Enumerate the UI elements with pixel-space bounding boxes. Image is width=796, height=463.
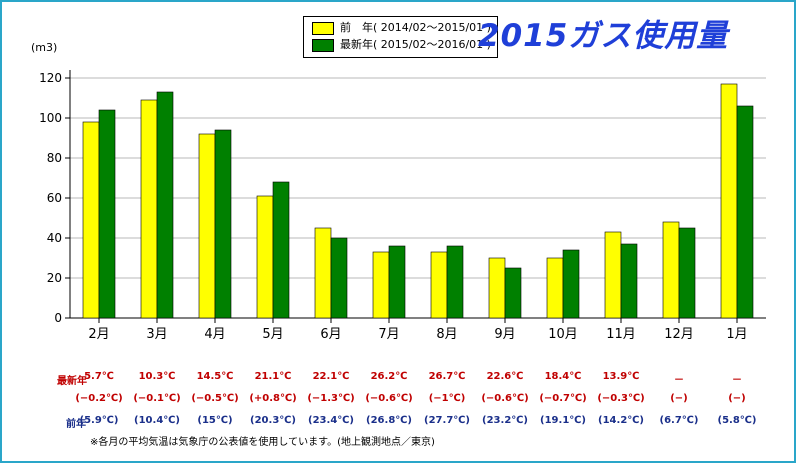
temp-difference: (−0.7℃) [539, 393, 587, 404]
y-axis-unit: (m3) [31, 41, 58, 54]
x-tick-label: 2月 [88, 327, 109, 342]
legend-swatch-previous [312, 21, 334, 35]
temp-difference: (−0.2℃) [75, 393, 123, 404]
bar-latest [504, 267, 522, 319]
previous-temp: (26.8℃) [366, 415, 412, 426]
bar-previous [256, 195, 274, 319]
bar-latest [214, 129, 232, 319]
latest-temp: － [674, 375, 684, 386]
temp-difference: (−1.3℃) [307, 393, 355, 404]
temp-difference: (−) [670, 393, 688, 404]
x-tick-label: 3月 [146, 327, 167, 342]
x-tick-label: 6月 [320, 327, 341, 342]
x-tick-label: 7月 [378, 327, 399, 342]
bar-previous [82, 121, 100, 319]
x-tick-label: 8月 [436, 327, 457, 342]
previous-temp: (5.9℃) [79, 415, 119, 426]
bar-previous [604, 231, 622, 319]
bar-previous [430, 251, 448, 319]
temp-difference: (−) [728, 393, 746, 404]
legend: 前 年( 2014/02～2015/01 ) 最新年( 2015/02～2016… [303, 16, 498, 58]
temp-difference: (−0.6℃) [481, 393, 529, 404]
bar-previous [198, 133, 216, 319]
bar-latest [388, 245, 406, 319]
chart-title: 2015ガス使用量 [478, 18, 729, 54]
bar-previous [488, 257, 506, 319]
latest-temp: － [732, 375, 742, 386]
latest-temp: 22.6℃ [486, 371, 524, 382]
y-tick-label: 80 [47, 151, 62, 165]
temp-difference: (−0.5℃) [191, 393, 239, 404]
temp-difference: (−0.1℃) [133, 393, 181, 404]
previous-temp: (5.8℃) [717, 415, 757, 426]
bar-latest [736, 105, 754, 319]
footnote: ※各月の平均気温は気象庁の公表値を使用しています。(地上観測地点／東京) [90, 437, 435, 448]
bar-latest [98, 109, 116, 319]
x-tick-label: 9月 [494, 327, 515, 342]
legend-swatch-latest [312, 38, 334, 52]
bar-latest [330, 237, 348, 319]
latest-temp: 5.7℃ [84, 371, 114, 382]
latest-temp: 13.9℃ [602, 371, 640, 382]
x-tick-label: 4月 [204, 327, 225, 342]
legend-label-previous: 前 年( 2014/02～2015/01 ) [340, 21, 491, 34]
bar-latest [446, 245, 464, 319]
bar-latest [562, 249, 580, 319]
previous-temp: (23.4℃) [308, 415, 354, 426]
bar-previous [662, 221, 680, 319]
previous-temp: (14.2℃) [598, 415, 644, 426]
previous-temp: (19.1℃) [540, 415, 586, 426]
previous-temp: (10.4℃) [134, 415, 180, 426]
y-tick-label: 20 [47, 271, 62, 285]
y-tick-label: 40 [47, 231, 62, 245]
y-tick-label: 100 [39, 111, 62, 125]
latest-temp: 26.2℃ [370, 371, 408, 382]
latest-temp: 14.5℃ [196, 371, 234, 382]
x-tick-label: 5月 [262, 327, 283, 342]
x-tick-label: 1月 [726, 327, 747, 342]
y-tick-label: 60 [47, 191, 62, 205]
latest-temp: 18.4℃ [544, 371, 582, 382]
x-tick-label: 10月 [548, 327, 578, 342]
temp-difference: (+0.8℃) [249, 393, 297, 404]
y-tick-label: 0 [54, 311, 62, 325]
temp-difference: (−0.6℃) [365, 393, 413, 404]
legend-item-previous: 前 年( 2014/02～2015/01 ) [312, 21, 491, 35]
previous-year-row-label: 前年 [66, 419, 86, 430]
bar-latest [156, 91, 174, 319]
previous-temp: (23.2℃) [482, 415, 528, 426]
y-tick-label: 120 [39, 71, 62, 85]
previous-temp: (15℃) [197, 415, 233, 426]
x-tick-label: 12月 [664, 327, 694, 342]
legend-item-latest: 最新年( 2015/02～2016/01 ) [312, 38, 491, 52]
legend-label-latest: 最新年( 2015/02～2016/01 ) [340, 38, 491, 51]
latest-year-row-label: 最新年 [57, 376, 87, 387]
bar-latest [678, 227, 696, 319]
latest-temp: 26.7℃ [428, 371, 466, 382]
bar-previous [140, 99, 158, 319]
temp-difference: (−0.3℃) [597, 393, 645, 404]
previous-temp: (6.7℃) [659, 415, 699, 426]
latest-temp: 21.1℃ [254, 371, 292, 382]
bar-latest [620, 243, 638, 319]
x-tick-label: 11月 [606, 327, 636, 342]
bar-latest [272, 181, 290, 319]
bar-previous [372, 251, 390, 319]
latest-temp: 10.3℃ [138, 371, 176, 382]
latest-temp: 22.1℃ [312, 371, 350, 382]
bar-previous [720, 83, 738, 319]
temp-difference: (−1℃) [428, 393, 466, 404]
bar-previous [546, 257, 564, 319]
previous-temp: (20.3℃) [250, 415, 296, 426]
bar-previous [314, 227, 332, 319]
previous-temp: (27.7℃) [424, 415, 470, 426]
